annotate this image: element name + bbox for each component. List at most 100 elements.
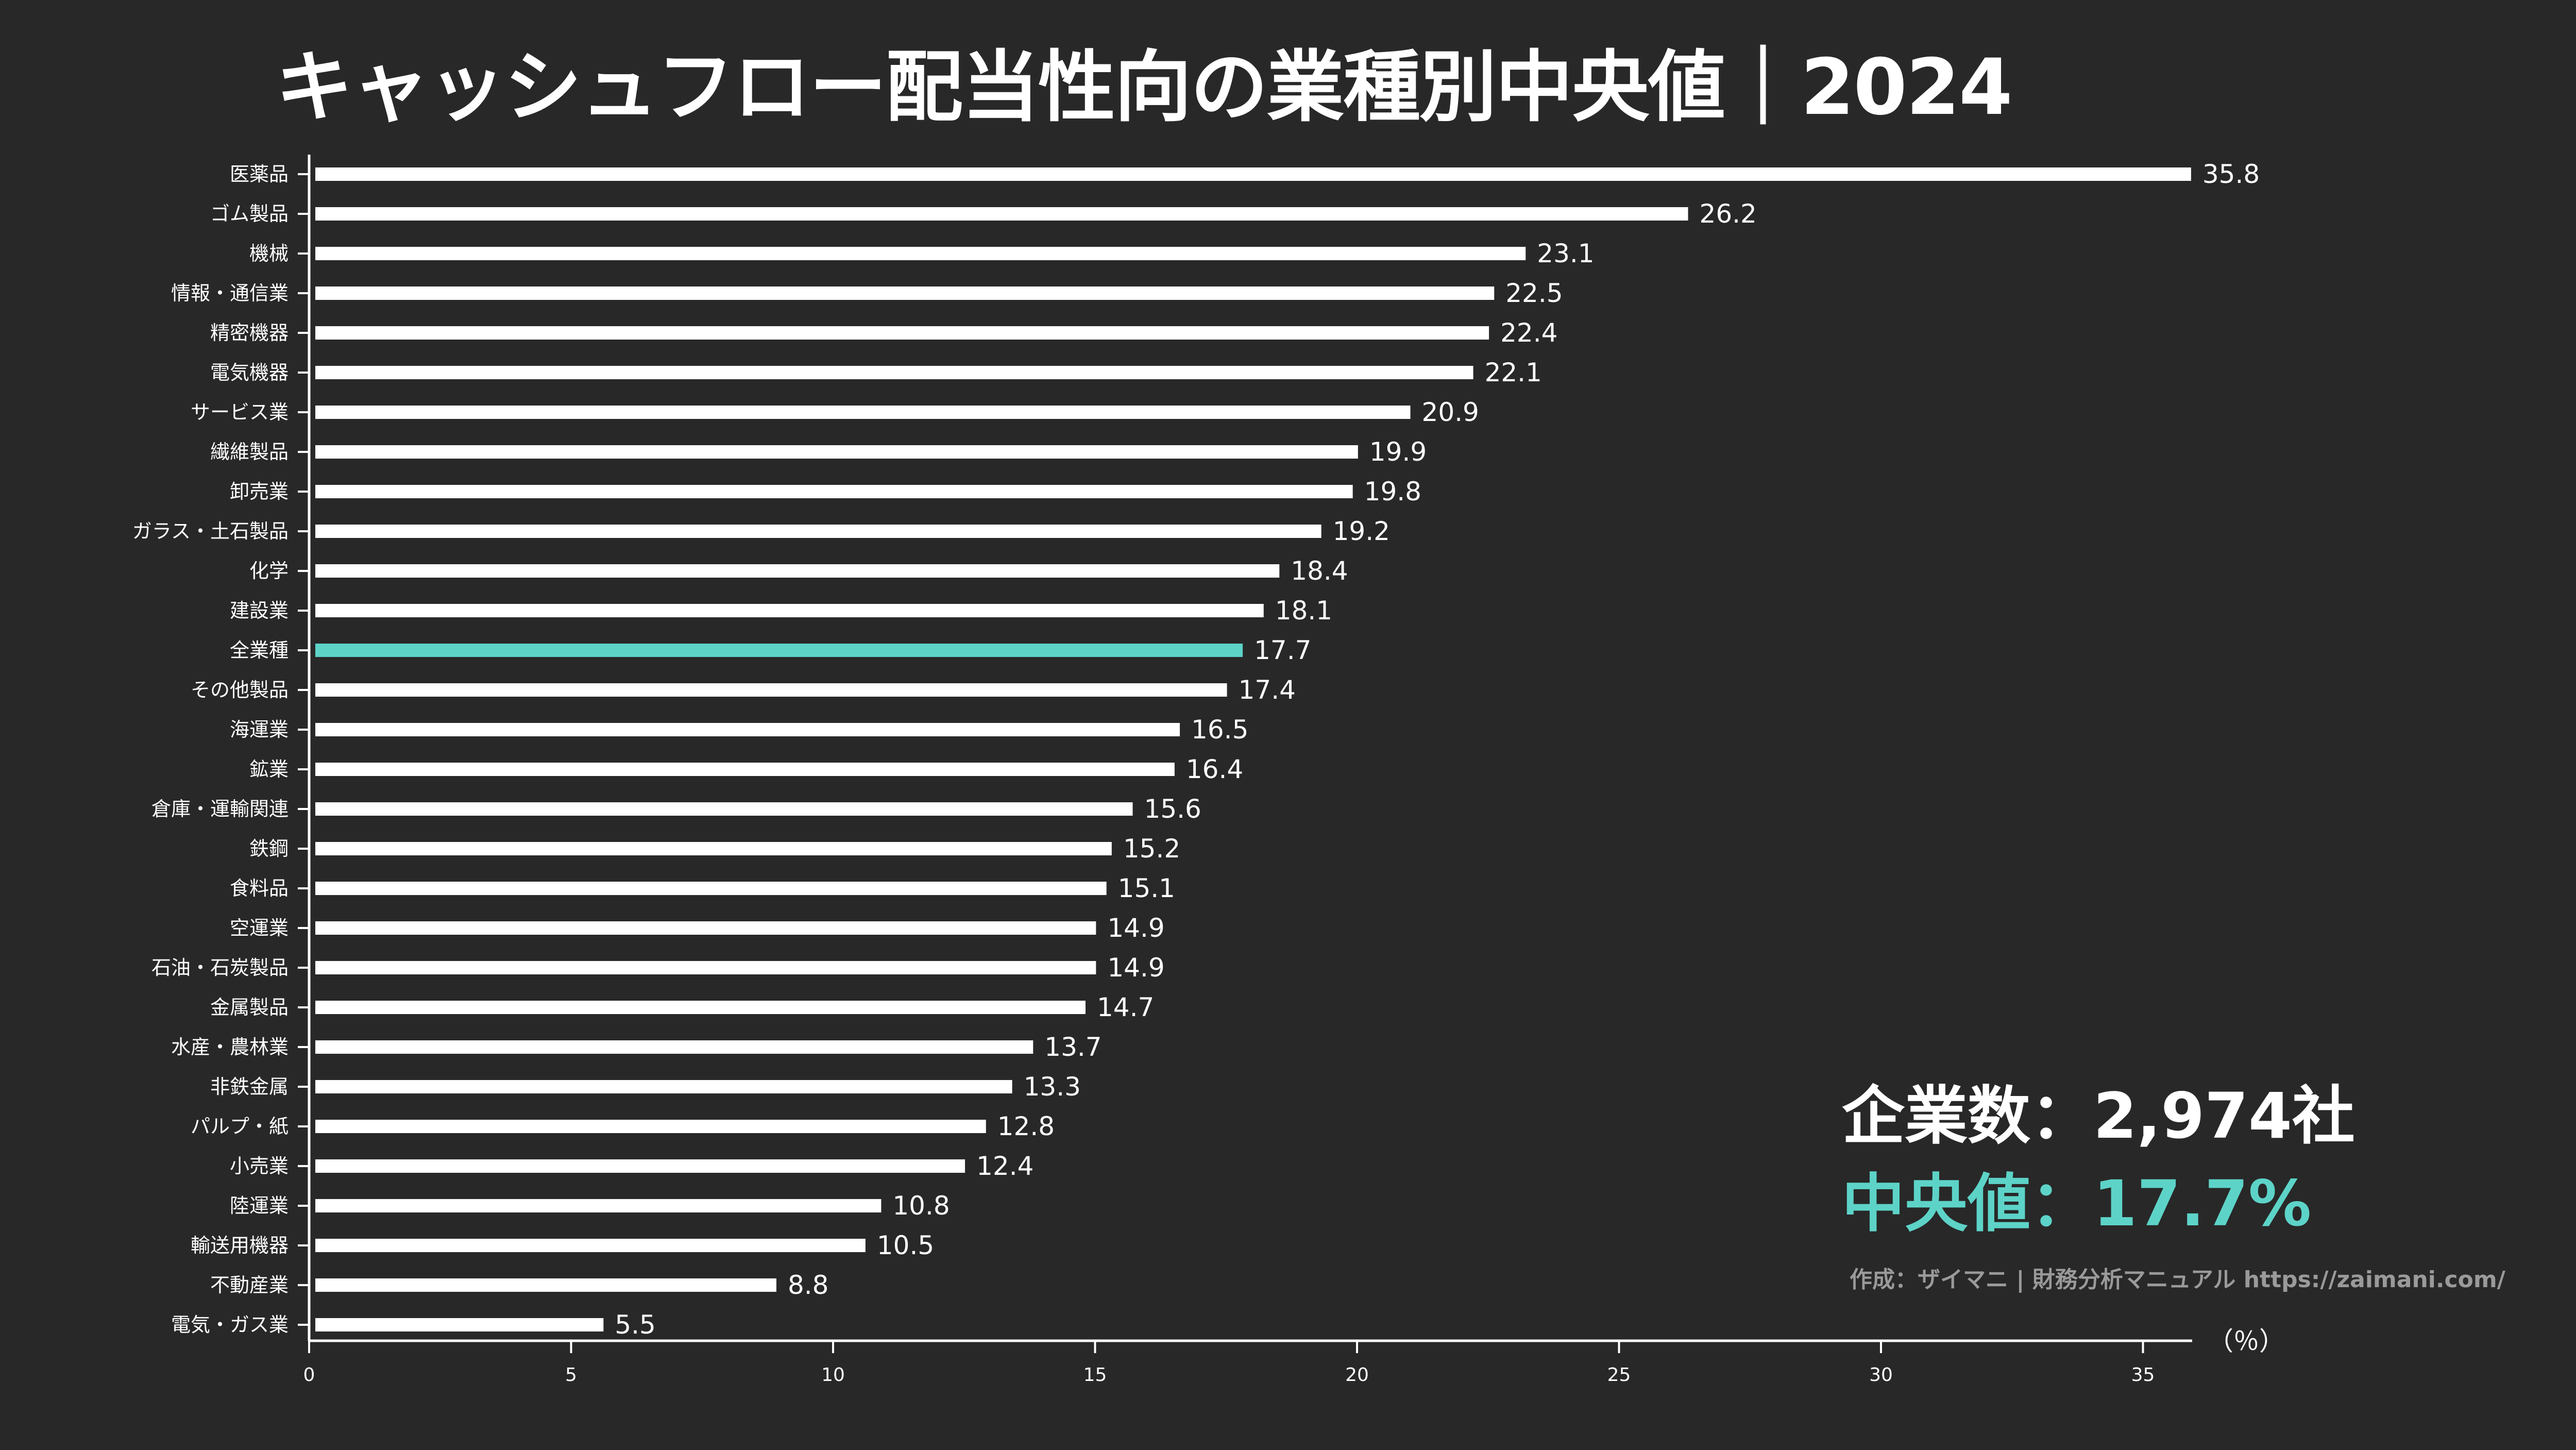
category-label: 医薬品 — [230, 163, 289, 186]
chart-title: キャッシュフロー配当性向の業種別中央値｜2024 — [276, 43, 2012, 132]
value-labels: 35.8 26.2 23.1 22.5 22.4 22.120.9 19.9 19.8 19.2… — [615, 159, 2260, 1340]
value-label: 14.9 — [1107, 953, 1164, 983]
bar — [315, 1239, 866, 1252]
bar — [315, 1001, 1086, 1014]
median-summary: 中央値：17.7% — [1842, 1167, 2312, 1240]
bar — [315, 1199, 882, 1212]
value-label: 17.7 — [1254, 635, 1311, 665]
value-label: 13.7 — [1044, 1032, 1101, 1062]
value-label: 18.1 — [1275, 596, 1332, 626]
value-label: 15.2 — [1123, 834, 1180, 864]
bar — [315, 525, 1321, 538]
bar — [315, 445, 1358, 459]
category-label: 陸運業 — [230, 1194, 289, 1217]
category-label: 繊維製品 — [210, 441, 289, 463]
x-tick-label: 35 — [2131, 1364, 2155, 1386]
bar — [315, 326, 1489, 340]
category-label: ゴム製品 — [210, 203, 289, 225]
bar — [315, 406, 1411, 419]
bar — [315, 1318, 604, 1331]
bar — [315, 247, 1526, 260]
bar — [315, 167, 2191, 181]
category-label: 食料品 — [230, 877, 289, 900]
value-label: 20.9 — [1422, 397, 1479, 427]
category-label: 石油・石炭製品 — [151, 956, 289, 979]
value-label: 18.4 — [1291, 556, 1348, 586]
value-label: 19.2 — [1333, 516, 1390, 546]
bar — [315, 207, 1688, 221]
category-label: 輸送用機器 — [191, 1234, 289, 1257]
credit-text: 作成：ザイマニ | 財務分析マニュアル https://zaimani.com/ — [1850, 1267, 2505, 1293]
bar — [315, 1159, 965, 1173]
bar — [315, 723, 1180, 736]
value-label: 8.8 — [788, 1270, 829, 1300]
category-label: 非鉄金属 — [210, 1075, 289, 1098]
bar — [315, 683, 1227, 697]
category-label: 電気・ガス業 — [171, 1313, 289, 1336]
value-label: 22.1 — [1485, 358, 1542, 387]
value-label: 22.4 — [1500, 318, 1557, 348]
category-label: 全業種 — [230, 639, 289, 662]
value-label: 5.5 — [615, 1310, 656, 1340]
x-tick-label: 5 — [565, 1364, 577, 1386]
value-label: 14.9 — [1107, 913, 1164, 943]
value-label: 15.6 — [1144, 794, 1201, 824]
value-label: 14.7 — [1097, 992, 1154, 1022]
value-label: 26.2 — [1700, 199, 1757, 229]
bar — [315, 1278, 776, 1292]
category-label: パルプ・紙 — [191, 1115, 289, 1138]
category-label: その他製品 — [191, 679, 289, 701]
x-tick-label: 0 — [303, 1364, 315, 1386]
value-label: 12.8 — [997, 1111, 1055, 1141]
value-label: 19.8 — [1364, 477, 1421, 507]
category-label: 鉄鋼 — [249, 837, 289, 860]
category-label: サービス業 — [191, 401, 289, 424]
category-label: 空運業 — [230, 917, 289, 939]
bar — [315, 644, 1243, 657]
bars-group — [298, 167, 2191, 1331]
category-label: 化学 — [249, 560, 289, 582]
x-tick-label: 15 — [1083, 1364, 1107, 1386]
bar — [315, 763, 1175, 776]
category-label: 建設業 — [230, 599, 289, 622]
x-tick-label: 25 — [1607, 1364, 1631, 1386]
value-label: 10.5 — [877, 1230, 934, 1260]
bar — [315, 1080, 1012, 1093]
category-label: 精密機器 — [210, 322, 289, 344]
bar — [315, 961, 1096, 974]
bar — [315, 485, 1353, 498]
bar — [315, 564, 1280, 578]
category-label: 鉱業 — [249, 758, 289, 781]
x-tick-label: 10 — [821, 1364, 845, 1386]
value-label: 10.8 — [892, 1191, 950, 1221]
category-label: 小売業 — [230, 1155, 289, 1177]
value-label: 16.4 — [1186, 754, 1243, 784]
x-axis-unit-label: （％） — [2208, 1326, 2285, 1356]
category-label: 金属製品 — [210, 996, 289, 1019]
x-tick-label: 20 — [1345, 1364, 1369, 1386]
value-label: 12.4 — [976, 1151, 1033, 1181]
value-label: 13.3 — [1024, 1072, 1081, 1102]
x-axis-ticks: 0 5 10 15 20 25 30 35 — [303, 1341, 2155, 1386]
category-label: 海運業 — [230, 718, 289, 741]
bar — [315, 842, 1112, 855]
value-label: 15.1 — [1118, 873, 1175, 903]
category-label: 卸売業 — [230, 480, 289, 503]
category-label: 水産・農林業 — [171, 1036, 289, 1058]
category-label: 情報・通信業 — [171, 282, 289, 305]
bar — [315, 1120, 986, 1133]
bar — [315, 882, 1107, 895]
company-count-summary: 企業数：2,974社 — [1842, 1080, 2355, 1153]
category-label: 不動産業 — [210, 1274, 289, 1296]
x-tick-label: 30 — [1869, 1364, 1893, 1386]
bar — [315, 921, 1096, 935]
value-label: 17.4 — [1239, 675, 1296, 705]
bar — [315, 1040, 1033, 1054]
bar — [315, 366, 1473, 379]
value-label: 23.1 — [1537, 239, 1594, 268]
category-label: 機械 — [249, 242, 289, 265]
category-label: 電気機器 — [210, 361, 289, 384]
value-label: 19.9 — [1369, 437, 1427, 467]
bar — [315, 286, 1495, 300]
